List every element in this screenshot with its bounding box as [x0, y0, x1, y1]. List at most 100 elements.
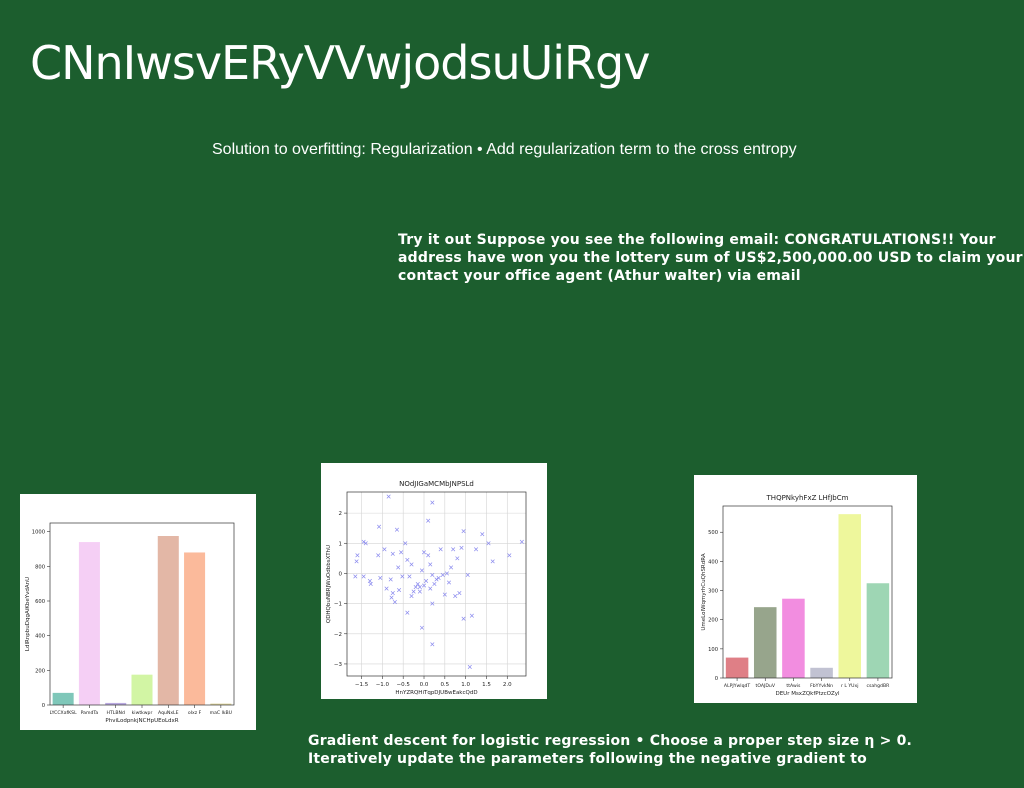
plot-frame — [346, 491, 527, 677]
bar — [131, 674, 153, 705]
y-tick-label: 200 — [35, 668, 45, 674]
y-tick-label: 600 — [35, 599, 45, 605]
bar — [782, 598, 805, 678]
data-point — [467, 664, 472, 669]
data-point — [507, 553, 512, 558]
data-point — [459, 545, 464, 550]
data-point — [403, 541, 408, 546]
data-point — [396, 587, 402, 593]
data-point — [421, 550, 427, 555]
data-point — [486, 541, 491, 546]
x-tick-label: csahgdBR — [867, 683, 891, 689]
email-example-line: Try it out Suppose you see the following… — [398, 232, 996, 248]
x-tick-label: FbYYvkNn — [810, 683, 833, 689]
data-point — [363, 541, 368, 546]
data-point — [455, 556, 460, 561]
data-point — [386, 494, 391, 499]
data-point — [428, 562, 433, 567]
data-point — [426, 518, 431, 523]
y-tick-label: 0 — [42, 703, 45, 709]
y-tick-label: 0 — [339, 571, 343, 577]
bar-chart-right-svg: THQPNkyhFxZ LHfJbCm 0 100 200 300 400 500 ALPJY… — [701, 494, 893, 697]
y-tick-label: 1 — [339, 541, 343, 547]
data-point — [419, 568, 424, 573]
data-point — [368, 581, 373, 587]
data-point — [461, 616, 466, 621]
slide-title: CNnIwsvERyVVwjodsuUiRgv — [30, 36, 650, 90]
y-tick-label: 800 — [35, 564, 45, 570]
data-point — [490, 559, 495, 564]
data-point — [396, 565, 401, 570]
data-point — [426, 553, 431, 558]
data-point — [453, 594, 458, 599]
data-point — [430, 500, 435, 505]
x-axis-label: HnYZRQHiTqpDJUBwEakcQdD — [395, 690, 477, 696]
y-tick-label: 500 — [708, 530, 718, 536]
email-example-paragraph: Try it out Suppose you see the following… — [398, 231, 1024, 285]
data-point — [461, 529, 466, 534]
y-tick-label: 400 — [35, 634, 45, 640]
chart-title: THQPNkyhFxZ LHfJbCm — [766, 494, 849, 502]
y-tick-label: 0 — [715, 676, 718, 682]
y-axis-label: QDHQbuNBRJWuOdbbsXThU — [326, 545, 332, 623]
data-point — [421, 583, 427, 588]
x-tick-label: tOAJDuV — [756, 683, 776, 689]
bar-chart-left: 0 200 400 600 800 1000 LYCCXafKSL PamdTa HTLBNd k… — [20, 494, 256, 730]
data-point — [405, 610, 410, 615]
bar — [52, 692, 74, 705]
bar — [78, 542, 100, 705]
x-tick-label: LYCCXafKSL — [50, 710, 77, 716]
slide-subtitle: Solution to overfitting: Regularization … — [212, 141, 797, 158]
data-point — [390, 591, 395, 596]
data-point — [440, 572, 445, 577]
y-tick-label: 1000 — [32, 530, 45, 536]
bar — [157, 536, 179, 705]
x-tick-label: ALPJYwlqdT — [724, 683, 750, 689]
bar — [210, 703, 232, 705]
data-point — [399, 550, 404, 555]
bar-chart-left-svg: 0 200 400 600 800 1000 LYCCXafKSL PamdTa HTLBNd k… — [25, 522, 235, 724]
x-tick-label: kiwtkwpr — [132, 710, 153, 716]
x-tick-label: 0.5 — [440, 682, 449, 688]
data-point — [400, 574, 405, 579]
data-point — [446, 580, 452, 585]
data-point — [417, 589, 422, 594]
data-point — [377, 524, 382, 529]
data-point — [355, 553, 360, 558]
x-tick-label: PamdTa — [81, 710, 99, 716]
data-point — [392, 600, 397, 605]
data-point — [434, 577, 439, 582]
x-tick-label: −1.5 — [355, 682, 369, 688]
data-point — [394, 527, 400, 532]
data-point — [436, 575, 441, 581]
data-point — [376, 553, 381, 558]
data-point — [451, 547, 456, 552]
x-tick-label: −1.0 — [376, 682, 390, 688]
data-point — [361, 539, 366, 544]
email-example-line: contact your office agent (Athur walter)… — [398, 268, 801, 284]
data-point — [407, 574, 412, 579]
data-point — [438, 547, 443, 552]
chart-title: NOdJIGaMCMbJNPSLd — [399, 480, 474, 488]
y-tick-label: −3 — [334, 662, 343, 668]
y-axis-label: UmeLoIWqmyrhCuQhSRdRA — [701, 553, 707, 630]
x-tick-label: 0.0 — [420, 682, 429, 688]
data-point — [430, 642, 435, 647]
plot-frame — [49, 522, 235, 706]
scatter-chart: NOdJIGaMCMbJNPSLd −1.5 −1.0 −0.5 0.0 0.5 1.0 1.… — [321, 463, 547, 699]
x-tick-label: r L YUxj — [841, 683, 859, 689]
gradient-descent-paragraph: Gradient descent for logistic regression… — [308, 732, 912, 768]
x-axis-label: DEUr MsxZQkfPtzcOZyl — [775, 691, 840, 697]
plot-frame — [722, 505, 893, 679]
data-point — [405, 557, 410, 562]
data-point — [354, 559, 359, 564]
data-point — [469, 613, 474, 618]
data-point — [430, 572, 435, 577]
x-tick-label: ttAwis — [786, 683, 801, 689]
data-point — [473, 547, 479, 552]
y-tick-label: 2 — [339, 511, 343, 517]
x-tick-label: AquNxLE — [158, 710, 179, 716]
y-tick-label: 200 — [708, 618, 718, 624]
data-point — [432, 581, 437, 587]
x-tick-label: HTLBNd — [107, 710, 125, 716]
